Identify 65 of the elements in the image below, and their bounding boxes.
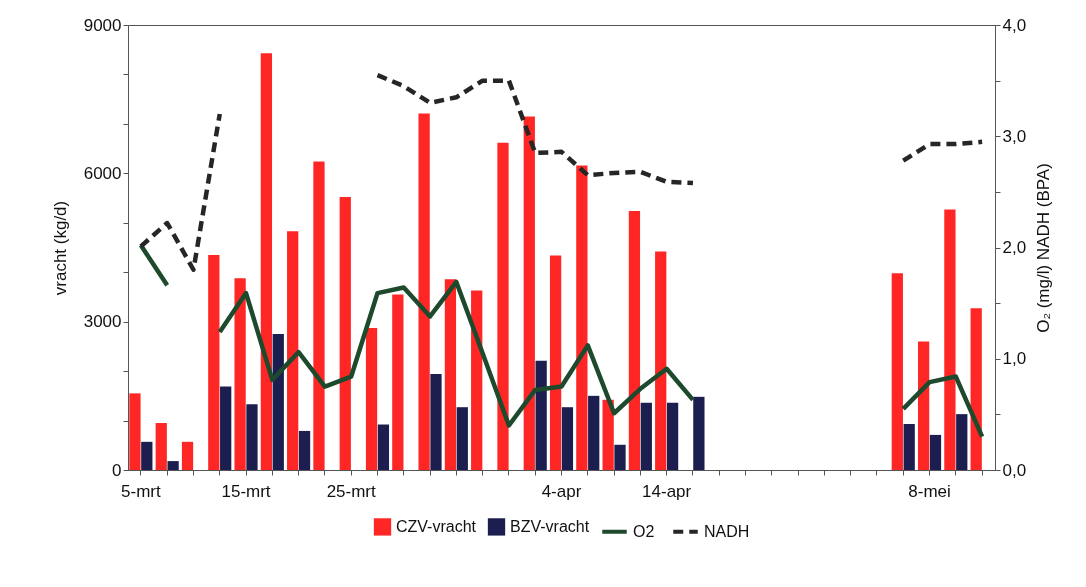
bar [614, 444, 626, 470]
x-tick-label: 4-apr [541, 481, 582, 501]
bar [523, 116, 535, 470]
bar [377, 424, 390, 470]
y2-tick-label: 1,0 [1002, 349, 1027, 369]
x-tick-label: 15-mrt [221, 481, 271, 501]
bar [640, 402, 652, 470]
y2-tick-label: 3,0 [1002, 126, 1027, 146]
bar [456, 407, 468, 470]
y-tick-label: 9000 [83, 15, 122, 35]
bar [655, 251, 667, 470]
y-axis-title: vracht (kg/d) [50, 200, 70, 296]
bar [956, 414, 968, 470]
bar [444, 279, 457, 470]
bar [970, 308, 982, 470]
bar [891, 273, 903, 470]
bar [246, 404, 258, 470]
bar [272, 334, 284, 470]
x-tick-label: 5-mrt [121, 481, 161, 501]
bar [155, 423, 167, 470]
bar [917, 341, 930, 470]
bar [471, 290, 483, 470]
bar [576, 165, 588, 470]
bar [392, 294, 404, 470]
bar [365, 328, 378, 470]
bar [497, 142, 509, 470]
bar [903, 424, 915, 470]
bar [418, 113, 430, 470]
y2-axis-title: O₂ (mg/l) NADH (BPA) [1034, 163, 1054, 333]
bar [313, 161, 325, 470]
legend-label: NADH [704, 522, 750, 540]
bar [929, 434, 942, 470]
bar [561, 407, 574, 470]
bar [693, 396, 705, 470]
bar [181, 441, 194, 470]
bar [588, 395, 600, 470]
bar [208, 254, 220, 470]
bar [298, 430, 311, 470]
legend-label: BZV-vracht [510, 517, 590, 535]
y2-tick-label: 0,0 [1002, 460, 1027, 480]
bar [666, 402, 679, 470]
bar [220, 386, 232, 470]
legend-label: CZV-vracht [396, 517, 477, 535]
y-tick-label: 0 [112, 460, 122, 480]
bar [602, 399, 614, 470]
bar [339, 197, 351, 470]
bar [287, 231, 299, 470]
bar [549, 255, 562, 470]
bar [430, 374, 442, 470]
bar [535, 360, 547, 470]
x-tick-label: 8-mei [908, 481, 951, 501]
y2-tick-label: 4,0 [1002, 15, 1027, 35]
bar [141, 441, 153, 470]
bar [234, 278, 246, 470]
y-tick-label: 6000 [83, 163, 122, 183]
y2-tick-label: 2,0 [1002, 238, 1027, 257]
bar [260, 53, 273, 470]
legend-label: O2 [633, 522, 655, 540]
bar [129, 393, 141, 470]
bar [167, 461, 179, 470]
x-tick-label: 25-mrt [326, 481, 377, 501]
x-tick-label: 14-apr [642, 481, 692, 501]
bar [628, 210, 641, 470]
y-tick-label: 3000 [83, 312, 122, 332]
bar [944, 209, 956, 470]
